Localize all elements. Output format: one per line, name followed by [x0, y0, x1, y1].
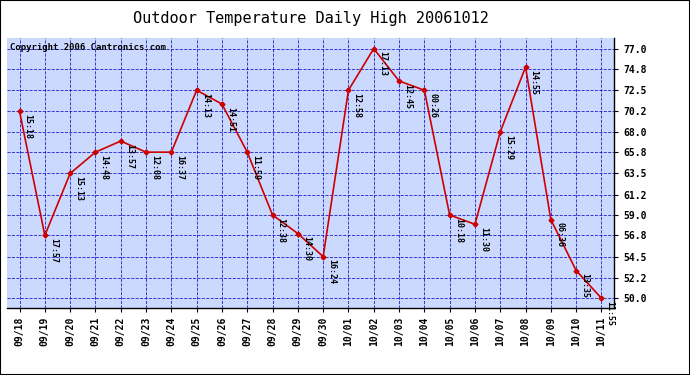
- Text: Copyright 2006 Cantronics.com: Copyright 2006 Cantronics.com: [10, 43, 166, 52]
- Text: 14:13: 14:13: [201, 93, 210, 118]
- Text: 14:51: 14:51: [226, 107, 235, 132]
- Text: 11:59: 11:59: [251, 155, 260, 180]
- Text: 15:13: 15:13: [75, 176, 83, 201]
- Text: 06:36: 06:36: [555, 222, 564, 248]
- Text: 12:38: 12:38: [277, 218, 286, 243]
- Text: 12:45: 12:45: [403, 84, 412, 109]
- Text: 15:18: 15:18: [23, 114, 32, 139]
- Text: 14:48: 14:48: [99, 155, 108, 180]
- Text: 13:57: 13:57: [125, 144, 134, 169]
- Text: 17:13: 17:13: [378, 51, 387, 76]
- Text: 17:57: 17:57: [49, 238, 58, 263]
- Text: 16:37: 16:37: [175, 155, 184, 180]
- Text: 12:08: 12:08: [150, 155, 159, 180]
- Text: Outdoor Temperature Daily High 20061012: Outdoor Temperature Daily High 20061012: [132, 11, 489, 26]
- Text: 15:29: 15:29: [504, 135, 513, 160]
- Text: 12:58: 12:58: [353, 93, 362, 118]
- Text: 14:55: 14:55: [530, 70, 539, 95]
- Text: 11:30: 11:30: [479, 227, 488, 252]
- Text: 11:55: 11:55: [606, 301, 615, 326]
- Text: 14:30: 14:30: [302, 236, 311, 261]
- Text: 13:35: 13:35: [580, 273, 589, 298]
- Text: 00:26: 00:26: [428, 93, 437, 118]
- Text: 16:24: 16:24: [327, 260, 336, 284]
- Text: 10:18: 10:18: [454, 218, 463, 243]
